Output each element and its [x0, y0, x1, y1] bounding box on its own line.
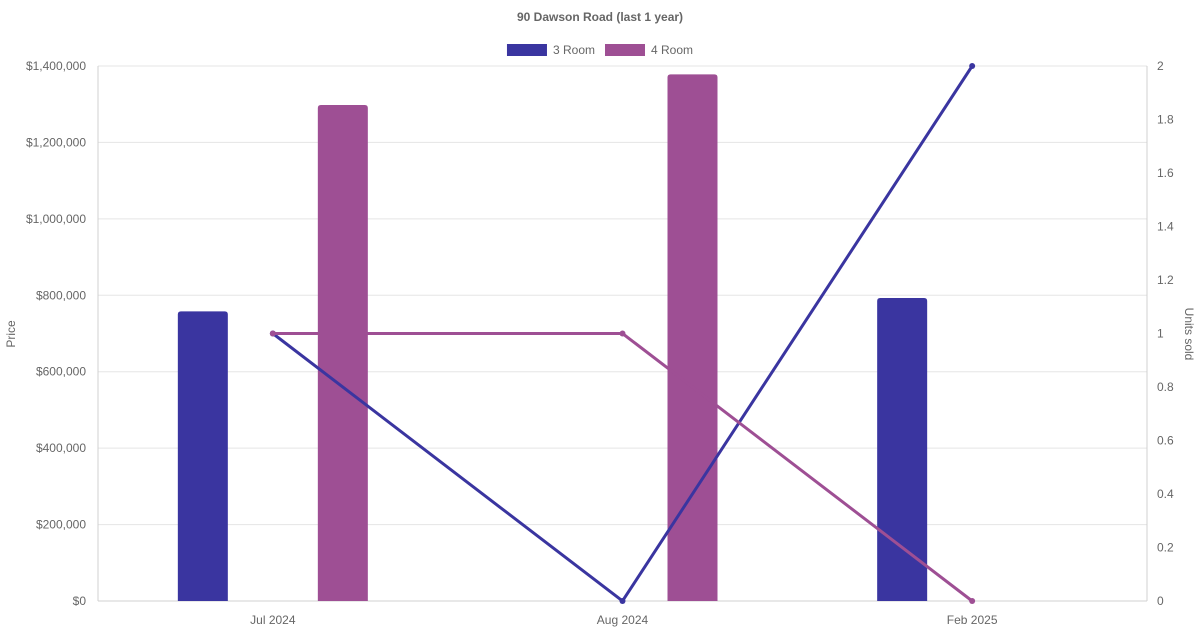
left-tick-label: $600,000: [36, 365, 86, 379]
right-tick-label: 1.8: [1157, 113, 1174, 127]
line-point-4-room: [619, 330, 626, 337]
line-4-room: [272, 332, 974, 603]
grid-lines: [97, 65, 1148, 602]
left-tick-label: $800,000: [36, 288, 86, 302]
bar-3-room: [177, 311, 228, 601]
legend-swatch: [605, 44, 645, 56]
x-tick-label: Feb 2025: [947, 613, 998, 627]
right-tick-label: 0.8: [1157, 380, 1174, 394]
right-tick-label: 1: [1157, 327, 1164, 341]
right-tick-label: 0.4: [1157, 487, 1174, 501]
left-tick-label: $1,200,000: [26, 135, 86, 149]
line-point-4-room: [269, 330, 276, 337]
left-tick-label: $1,400,000: [26, 59, 86, 73]
right-tick-label: 1.6: [1157, 166, 1174, 180]
lines: [269, 63, 976, 604]
left-tick-label: $400,000: [36, 441, 86, 455]
left-tick-label: $1,000,000: [26, 212, 86, 226]
legend: 3 Room 4 Room: [506, 43, 693, 57]
left-tick-label: $200,000: [36, 518, 86, 532]
x-tick-label: Aug 2024: [597, 613, 649, 627]
right-tick-label: 0.6: [1157, 434, 1174, 448]
right-tick-label: 1.2: [1157, 273, 1174, 287]
left-y-axis: $0 $200,000 $400,000 $600,000 $800,000 $1,000…: [26, 59, 86, 608]
bar-4-room: [317, 104, 368, 601]
line-point-4-room: [969, 598, 976, 604]
right-axis-title: Units sold: [1182, 308, 1196, 361]
line-point-3-room: [969, 63, 976, 69]
bar-4-room: [667, 74, 718, 601]
legend-item[interactable]: 4 Room: [605, 43, 693, 57]
right-y-axis: 0 0.2 0.4 0.6 0.8 1 1.2 1.4 1.6 1.8 2: [1157, 59, 1174, 608]
x-axis: Jul 2024 Aug 2024 Feb 2025: [250, 613, 998, 627]
legend-label: 4 Room: [651, 43, 693, 57]
line-point-3-room: [619, 598, 626, 604]
legend-swatch: [506, 44, 547, 56]
chart-title: 90 Dawson Road (last 1 year): [517, 10, 683, 24]
right-tick-label: 1.4: [1157, 220, 1174, 234]
bars: [177, 74, 928, 601]
bar-3-room: [877, 297, 928, 601]
left-axis-title: Price: [4, 320, 18, 348]
legend-label: 3 Room: [553, 43, 595, 57]
right-tick-label: 0: [1157, 594, 1164, 608]
x-tick-label: Jul 2024: [250, 613, 296, 627]
left-tick-label: $0: [73, 594, 87, 608]
right-tick-label: 2: [1157, 59, 1164, 73]
right-tick-label: 0.2: [1157, 541, 1174, 555]
legend-item[interactable]: 3 Room: [506, 43, 595, 57]
